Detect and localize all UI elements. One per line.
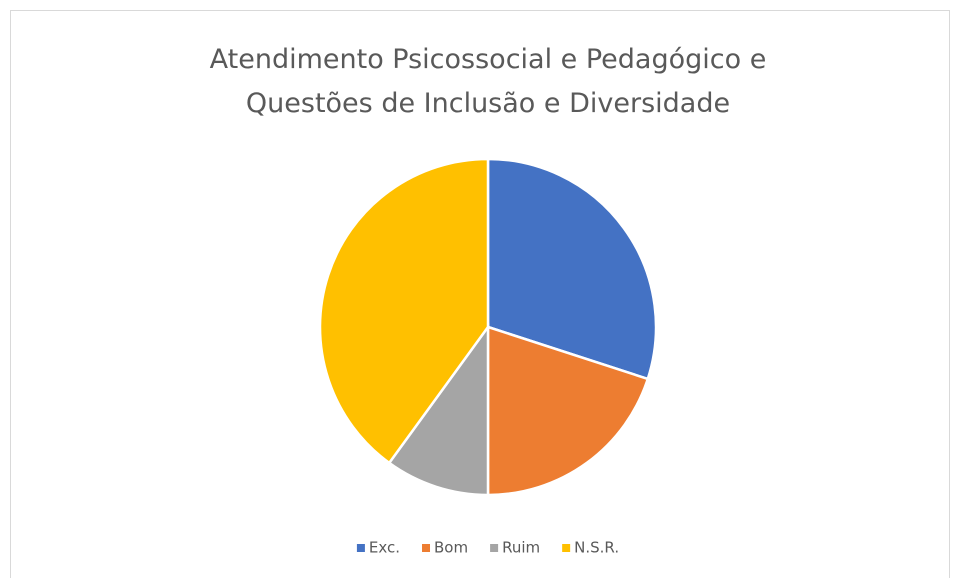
legend-swatch [490, 544, 499, 552]
legend-swatch [356, 544, 365, 552]
legend-label: Exc. [369, 539, 400, 557]
chart-title: Atendimento Psicossocial e Pedagógico e … [209, 44, 767, 119]
pie-slice [387, 323, 490, 497]
pie-slice [318, 157, 490, 465]
legend-label: Ruim [502, 539, 540, 557]
legend-label: N.S.R. [574, 539, 619, 557]
chart-frame [10, 10, 950, 578]
pie-slice [486, 325, 650, 497]
legend-label: Bom [434, 539, 468, 557]
legend-swatch [422, 544, 431, 552]
legend-swatch [562, 544, 571, 552]
pie-slice [486, 157, 658, 381]
